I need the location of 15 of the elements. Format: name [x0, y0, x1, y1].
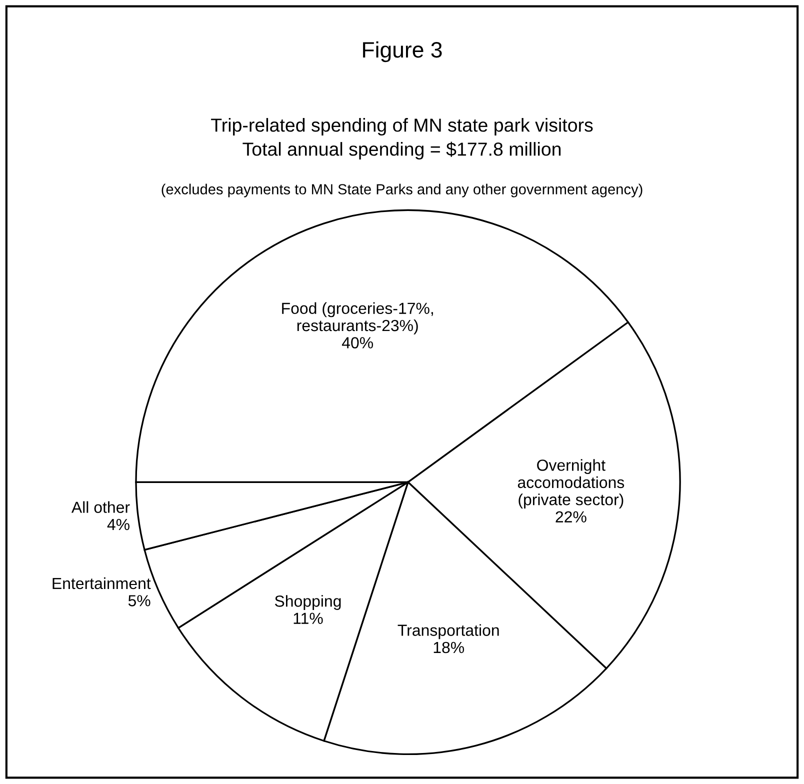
slice-label: Transportation	[398, 624, 499, 640]
data-label: 18%	[434, 642, 464, 654]
slice-label: Shopping	[274, 595, 341, 610]
slice-label: All other	[71, 501, 130, 513]
data-label: 5%	[128, 595, 150, 606]
chart-subtitle: Trip-related spending of MN state park visitors Total annual spending = $177.8 million	[211, 118, 593, 160]
text: (excludes payments to MN State Parks and any other government agency)	[162, 184, 642, 198]
data-label: 40%	[342, 337, 374, 348]
data-label: 22%	[556, 511, 586, 522]
slice-label: Entertainment	[52, 577, 151, 590]
slice-label: Overnight accomodations (private sector)	[518, 459, 624, 508]
slice-label: Food (groceries-17%, restaurants-23%)	[282, 302, 433, 334]
chart-title: Figure 3	[363, 41, 442, 62]
data-label: 11%	[294, 612, 323, 624]
data-label: 4%	[107, 518, 130, 530]
